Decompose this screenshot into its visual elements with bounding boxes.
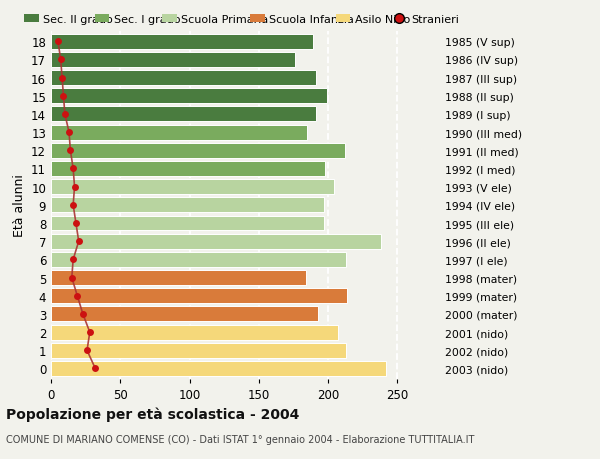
Point	[64, 129, 74, 136]
Bar	[51, 53, 295, 67]
Bar	[51, 162, 325, 177]
Bar	[51, 107, 316, 122]
Text: COMUNE DI MARIANO COMENSE (CO) - Dati ISTAT 1° gennaio 2004 - Elaborazione TUTTI: COMUNE DI MARIANO COMENSE (CO) - Dati IS…	[6, 434, 475, 444]
Bar	[51, 307, 319, 322]
Point	[57, 75, 67, 82]
Bar	[51, 234, 381, 249]
Bar	[51, 216, 324, 231]
Point	[78, 311, 88, 318]
Point	[67, 274, 77, 282]
Point	[85, 329, 95, 336]
Point	[70, 184, 79, 191]
Bar	[51, 180, 334, 195]
Point	[68, 256, 78, 263]
Point	[68, 202, 78, 209]
Bar	[51, 325, 338, 340]
Bar	[51, 343, 346, 358]
Bar	[51, 289, 347, 303]
Point	[59, 93, 68, 100]
Bar	[51, 35, 313, 50]
Bar	[51, 289, 347, 303]
Legend: Sec. II grado, Sec. I grado, Scuola Primaria, Scuola Infanzia, Asilo Nido, Stran: Sec. II grado, Sec. I grado, Scuola Prim…	[24, 15, 459, 25]
Point	[60, 111, 70, 118]
Bar	[51, 198, 324, 213]
Bar	[51, 71, 316, 86]
Y-axis label: Età alunni: Età alunni	[13, 174, 26, 237]
Bar	[51, 252, 346, 267]
Point	[82, 347, 92, 354]
Point	[91, 365, 100, 372]
Bar	[51, 252, 346, 267]
Point	[73, 292, 82, 300]
Text: Anni di nascita: Anni di nascita	[597, 159, 600, 252]
Bar	[51, 107, 316, 122]
Point	[71, 220, 81, 227]
Bar	[51, 198, 324, 213]
Bar	[51, 307, 319, 322]
Bar	[51, 180, 334, 195]
Bar	[51, 234, 381, 249]
Bar	[51, 270, 306, 285]
Bar	[51, 125, 307, 140]
Point	[53, 39, 63, 46]
Point	[56, 56, 65, 64]
Bar	[51, 53, 295, 67]
Bar	[51, 361, 386, 376]
Bar	[51, 144, 345, 158]
Bar	[51, 35, 313, 50]
Point	[74, 238, 83, 246]
Point	[65, 147, 75, 155]
Bar	[51, 343, 346, 358]
Bar	[51, 325, 338, 340]
Bar	[51, 216, 324, 231]
Bar	[51, 125, 307, 140]
Point	[68, 165, 78, 173]
Text: Popolazione per età scolastica - 2004: Popolazione per età scolastica - 2004	[6, 406, 299, 421]
Bar	[51, 162, 325, 177]
Bar	[51, 270, 306, 285]
Bar	[51, 89, 327, 104]
Bar	[51, 144, 345, 158]
Bar	[51, 71, 316, 86]
Bar	[51, 361, 386, 376]
Bar	[51, 89, 327, 104]
